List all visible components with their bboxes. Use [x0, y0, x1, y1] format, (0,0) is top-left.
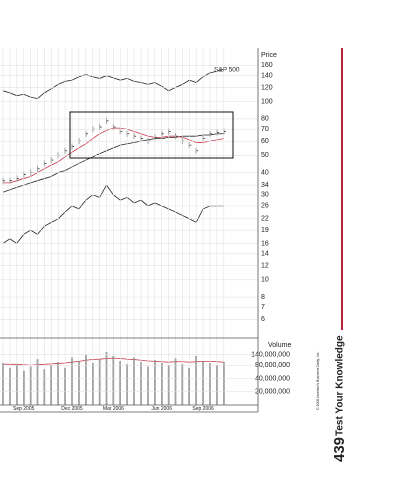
price-label: Price [261, 52, 277, 59]
y-tick-label: 60 [261, 138, 269, 145]
y-tick-label: 140 [261, 72, 273, 79]
volume-tick-label: 80,000,000 [255, 362, 290, 369]
y-tick-label: 100 [261, 98, 273, 105]
y-tick-label: 70 [261, 126, 269, 133]
y-tick-label: 12 [261, 263, 269, 270]
y-tick-label: 160 [261, 62, 273, 69]
volume-tick-label: 40,000,000 [255, 375, 290, 382]
section-title: Test Your Knowledge [335, 335, 346, 436]
x-tick-label: Sep 2006 [192, 406, 214, 412]
y-tick-label: 7 [261, 304, 265, 311]
y-tick-label: 22 [261, 216, 269, 223]
y-tick-label: 80 [261, 116, 269, 123]
y-tick-label: 34 [261, 182, 269, 189]
x-tick-label: Jun 2006 [151, 406, 172, 412]
volume-label: Volume [268, 342, 291, 349]
volume-tick-label: 140,000,000 [251, 351, 290, 358]
y-tick-label: 120 [261, 84, 273, 91]
series-label: S&P 500 [214, 67, 240, 74]
y-tick-label: 50 [261, 152, 269, 159]
y-tick-label: 10 [261, 277, 269, 284]
y-tick-label: 40 [261, 169, 269, 176]
volume-tick-label: 20,000,000 [255, 389, 290, 396]
y-tick-label: 19 [261, 227, 269, 234]
page-number: 439 [331, 437, 348, 462]
copyright: © 2006 Investor's Business Daily, Inc. [316, 352, 320, 410]
y-tick-label: 14 [261, 251, 269, 258]
y-tick-label: 26 [261, 203, 269, 210]
y-tick-label: 30 [261, 192, 269, 199]
y-tick-label: 16 [261, 240, 269, 247]
x-tick-label: Sep 2005 [13, 406, 35, 412]
highlight-box [69, 111, 234, 159]
y-tick-label: 8 [261, 294, 265, 301]
x-tick-label: Mar 2006 [103, 406, 124, 412]
x-tick-label: Dec 2005 [61, 406, 83, 412]
y-tick-label: 6 [261, 316, 265, 323]
